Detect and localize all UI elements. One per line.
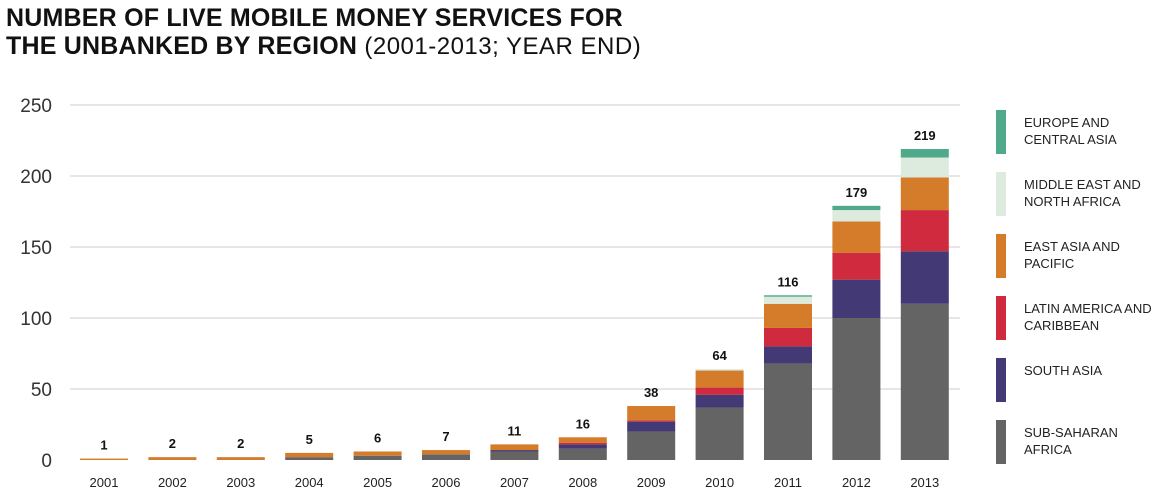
x-tick-label-2009: 2009 xyxy=(637,475,666,490)
total-label-2003: 2 xyxy=(237,436,244,451)
bar-segment-2002-3 xyxy=(148,457,197,460)
legend-label: EAST ASIA AND PACIFIC xyxy=(1024,239,1120,271)
y-tick-label-0: 0 xyxy=(41,451,52,472)
bar-segment-2005-0 xyxy=(353,455,402,460)
legend-label: LATIN AMERICA AND CARIBBEAN xyxy=(1024,301,1152,333)
bar-segment-2013-5 xyxy=(900,149,949,158)
legend-swatch xyxy=(996,234,1006,278)
total-label-2004: 5 xyxy=(306,432,313,447)
x-tick-label-2003: 2003 xyxy=(226,475,255,490)
bar-segment-2010-3 xyxy=(695,370,744,388)
bar-segment-2012-0 xyxy=(832,318,881,460)
x-tick-label-2010: 2010 xyxy=(705,475,734,490)
y-tick-label-250: 250 xyxy=(20,96,52,117)
bar-segment-2009-3 xyxy=(627,406,676,421)
total-label-2012: 179 xyxy=(846,185,868,200)
bar-segment-2003-3 xyxy=(216,457,265,460)
legend-item: MIDDLE EAST AND NORTH AFRICA xyxy=(996,170,1167,220)
chart-title: NUMBER OF LIVE MOBILE MONEY SERVICES FOR… xyxy=(6,4,641,61)
x-tick-label-2011: 2011 xyxy=(774,475,802,490)
bar-segment-2005-3 xyxy=(353,451,402,456)
legend-label: MIDDLE EAST AND NORTH AFRICA xyxy=(1024,177,1141,209)
bar-segment-2011-0 xyxy=(764,363,812,460)
stacked-bar-chart: 0 50 100 150 200 250 1 2001 2 2002 2 2003 5 2004 6 2005… xyxy=(20,96,960,490)
bar-segment-2006-3 xyxy=(422,450,470,455)
bar-segment-2010-0 xyxy=(695,407,744,460)
x-tick-label-2008: 2008 xyxy=(568,475,597,490)
bar-segment-2013-1 xyxy=(900,251,949,304)
legend-item: EAST ASIA AND PACIFIC xyxy=(996,232,1167,282)
x-tick-label-2013: 2013 xyxy=(910,475,939,490)
x-tick-label-2012: 2012 xyxy=(842,475,871,490)
title-line-2: THE UNBANKED BY REGION (2001-2013; YEAR … xyxy=(6,32,641,61)
total-label-2008: 16 xyxy=(576,416,590,431)
x-tick-label-2002: 2002 xyxy=(158,475,187,490)
x-tick-label-2007: 2007 xyxy=(500,475,529,490)
total-label-2002: 2 xyxy=(169,436,176,451)
x-tick-label-2005: 2005 xyxy=(363,475,392,490)
legend-swatch xyxy=(996,172,1006,216)
bar-segment-2006-0 xyxy=(422,454,470,460)
legend-swatch xyxy=(996,296,1006,340)
bar-segment-2012-4 xyxy=(832,210,881,222)
bar-segment-2012-5 xyxy=(832,205,881,211)
y-tick-label-200: 200 xyxy=(20,167,52,188)
legend-label: SOUTH ASIA xyxy=(1024,363,1103,378)
bar-segment-2011-2 xyxy=(764,327,812,347)
legend-label: SUB-SAHARAN AFRICA xyxy=(1024,425,1118,457)
bar-segment-2010-1 xyxy=(695,394,744,408)
x-tick-label-2004: 2004 xyxy=(295,475,324,490)
legend-swatch xyxy=(996,358,1006,402)
legend-item: SOUTH ASIA xyxy=(996,356,1167,406)
legend-label: EUROPE AND CENTRAL ASIA xyxy=(1024,115,1117,147)
y-tick-label-50: 50 xyxy=(31,380,52,401)
bar-segment-2008-1 xyxy=(558,444,607,449)
title-bold-part: THE UNBANKED BY REGION xyxy=(6,32,358,60)
legend-swatch xyxy=(996,110,1006,154)
total-label-2007: 11 xyxy=(508,423,522,438)
bar-segment-2011-1 xyxy=(764,346,812,364)
bar-segment-2013-4 xyxy=(900,157,949,178)
bar-segment-2011-4 xyxy=(764,296,812,304)
bar-segment-2008-2 xyxy=(558,442,607,445)
total-label-2009: 38 xyxy=(644,385,658,400)
total-label-2006: 7 xyxy=(442,429,449,444)
legend-swatch xyxy=(996,420,1006,464)
bar-segment-2008-3 xyxy=(558,437,607,443)
legend-item: SUB-SAHARAN AFRICA xyxy=(996,418,1167,468)
bar-segment-2013-3 xyxy=(900,177,949,211)
bar-segment-2007-3 xyxy=(490,444,539,451)
bar-segment-2004-3 xyxy=(285,452,334,458)
title-line-1: NUMBER OF LIVE MOBILE MONEY SERVICES FOR xyxy=(6,4,623,32)
bar-segment-2010-4 xyxy=(695,369,744,371)
total-label-2005: 6 xyxy=(374,430,381,445)
bar-segment-2011-3 xyxy=(764,303,812,328)
total-label-2010: 64 xyxy=(712,348,727,363)
bar-segment-2012-1 xyxy=(832,279,881,318)
legend-item: LATIN AMERICA AND CARIBBEAN xyxy=(996,294,1167,344)
bar-segment-2012-3 xyxy=(832,221,881,253)
bar-segment-2012-2 xyxy=(832,252,881,280)
bar-segment-2009-1 xyxy=(627,421,676,432)
total-label-2001: 1 xyxy=(100,438,107,453)
legend-item: EUROPE AND CENTRAL ASIA xyxy=(996,108,1167,158)
x-tick-label-2006: 2006 xyxy=(432,475,461,490)
bar-segment-2010-2 xyxy=(695,387,744,395)
x-tick-label-2001: 2001 xyxy=(90,475,119,490)
bar-segment-2009-2 xyxy=(627,420,676,422)
y-tick-label-150: 150 xyxy=(20,238,52,259)
total-label-2011: 116 xyxy=(778,274,799,289)
y-tick-label-100: 100 xyxy=(20,309,52,330)
bar-segment-2007-1 xyxy=(490,450,539,452)
bar-segment-2004-0 xyxy=(285,457,334,460)
bar-segment-2011-5 xyxy=(764,295,812,297)
bar-segment-2001-3 xyxy=(80,458,128,460)
bar-segment-2013-2 xyxy=(900,210,949,252)
bar-segment-2009-0 xyxy=(627,431,676,460)
bar-segment-2013-0 xyxy=(900,303,949,460)
bar-segment-2007-0 xyxy=(490,451,539,460)
chart-subtitle: (2001-2013; YEAR END) xyxy=(364,33,642,60)
total-label-2013: 219 xyxy=(914,128,936,143)
bar-segment-2008-0 xyxy=(558,448,607,460)
